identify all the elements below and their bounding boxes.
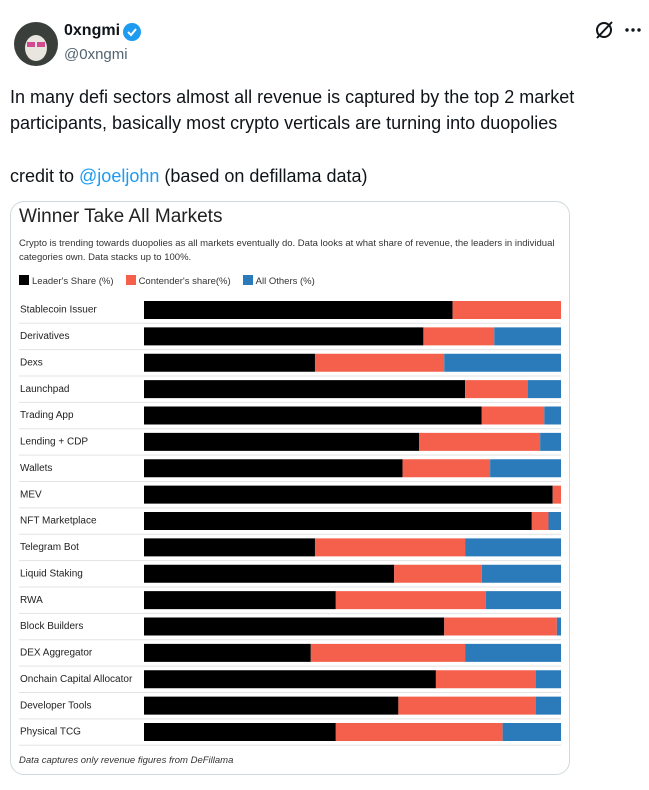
- bar-segment: [535, 696, 561, 715]
- bar-segment: [144, 723, 336, 741]
- bar-segment: [144, 380, 466, 399]
- bar-segment: [335, 591, 486, 610]
- bar-segment: [144, 459, 403, 478]
- bar-segment: [144, 696, 399, 715]
- bar-segment: [335, 723, 503, 741]
- legend-item: Leader's Share (%): [19, 275, 114, 287]
- bar-segment: [144, 670, 436, 689]
- row-label: MEV: [20, 489, 42, 500]
- bar-segment: [310, 643, 466, 662]
- bar-segment: [527, 380, 561, 399]
- bar-segment: [481, 406, 545, 425]
- bar-segment: [452, 301, 561, 319]
- mention-link[interactable]: @joeljohn: [79, 166, 160, 186]
- bar-segment: [402, 459, 491, 478]
- avatar[interactable]: [14, 22, 58, 66]
- grok-icon[interactable]: [594, 20, 614, 40]
- bar-segment: [485, 591, 561, 610]
- bar-segment: [419, 432, 541, 451]
- media-card[interactable]: Winner Take All Markets Crypto is trendi…: [10, 201, 570, 775]
- bar-segment: [144, 643, 311, 662]
- chart-title: Winner Take All Markets: [19, 206, 223, 227]
- credit-suffix: (based on defillama data): [159, 166, 368, 186]
- bar-segment: [465, 380, 528, 399]
- bar-segment: [144, 591, 336, 610]
- bar-segment: [144, 564, 395, 583]
- bar-segment: [435, 670, 536, 689]
- row-label: Dexs: [20, 357, 43, 368]
- row-label: Physical TCG: [20, 727, 81, 738]
- row-label: Developer Tools: [20, 700, 92, 711]
- bar-segment: [144, 617, 445, 636]
- row-label: RWA: [20, 595, 43, 606]
- verified-badge: [123, 23, 141, 41]
- row-label: Block Builders: [20, 621, 83, 632]
- tweet-text: In many defi sectors almost all revenue …: [10, 87, 575, 133]
- more-icon[interactable]: [624, 22, 644, 38]
- bar-segment: [144, 353, 315, 372]
- bar-segment: [444, 353, 561, 372]
- chart: Stablecoin Issuer Derivatives Dexs Launchpa…: [19, 301, 561, 746]
- bar-segment: [494, 327, 561, 346]
- row-label: Stablecoin Issuer: [20, 305, 97, 316]
- legend: Leader's Share (%) Contender's share(%) Al…: [19, 275, 315, 287]
- bar-segment: [144, 432, 420, 451]
- bar-segment: [394, 564, 482, 583]
- bar-segment: [314, 353, 445, 372]
- bar-segment: [144, 512, 532, 530]
- bar-segment: [556, 617, 561, 636]
- legend-swatch: [19, 275, 29, 285]
- bar-segment: [540, 432, 561, 451]
- row-label: NFT Marketplace: [20, 516, 97, 527]
- bar-segment: [144, 485, 553, 504]
- bar-segment: [490, 459, 561, 478]
- credit-prefix: credit to: [10, 166, 80, 186]
- bar-segment: [552, 485, 561, 504]
- legend-item: Contender's share(%): [125, 275, 231, 287]
- bar-segment: [531, 512, 549, 530]
- row-label: Lending + CDP: [20, 437, 88, 448]
- bar-segment: [314, 538, 466, 557]
- chart-subtitle: Crypto is trending towards duopolies as …: [19, 238, 555, 263]
- bar-segment: [144, 406, 482, 425]
- legend-label: All Others (%): [255, 276, 315, 287]
- legend-swatch: [242, 275, 253, 285]
- credit-line: credit to @joeljohn (based on defillama …: [10, 163, 367, 189]
- row-label: DEX Aggregator: [20, 648, 93, 659]
- bar-segment: [535, 670, 561, 689]
- bar-segment: [144, 538, 315, 557]
- bar-segment: [481, 564, 561, 583]
- author-handle[interactable]: @0xngmi: [64, 46, 128, 63]
- bar-segment: [144, 327, 424, 346]
- legend-label: Leader's Share (%): [32, 276, 114, 287]
- bar-segment: [465, 538, 561, 557]
- bar-segment: [423, 327, 495, 346]
- bar-segment: [144, 301, 453, 319]
- row-label: Onchain Capital Allocator: [20, 674, 133, 685]
- row-label: Derivatives: [20, 331, 69, 342]
- chart-footnote: Data captures only revenue figures from …: [19, 755, 234, 766]
- author-name[interactable]: 0xngmi: [64, 22, 121, 39]
- row-label: Launchpad: [20, 384, 70, 395]
- legend-item: All Others (%): [242, 275, 315, 287]
- legend-swatch: [125, 275, 136, 285]
- bar-segment: [548, 512, 561, 530]
- bar-segment: [544, 406, 561, 425]
- row-label: Wallets: [20, 463, 52, 474]
- row-label: Trading App: [20, 410, 74, 421]
- bar-segment: [398, 696, 536, 715]
- bar-segment: [465, 643, 561, 662]
- legend-label: Contender's share(%): [138, 276, 231, 287]
- row-label: Telegram Bot: [20, 542, 79, 553]
- row-label: Liquid Staking: [20, 568, 83, 579]
- bar-segment: [502, 723, 561, 741]
- bar-segment: [444, 617, 557, 636]
